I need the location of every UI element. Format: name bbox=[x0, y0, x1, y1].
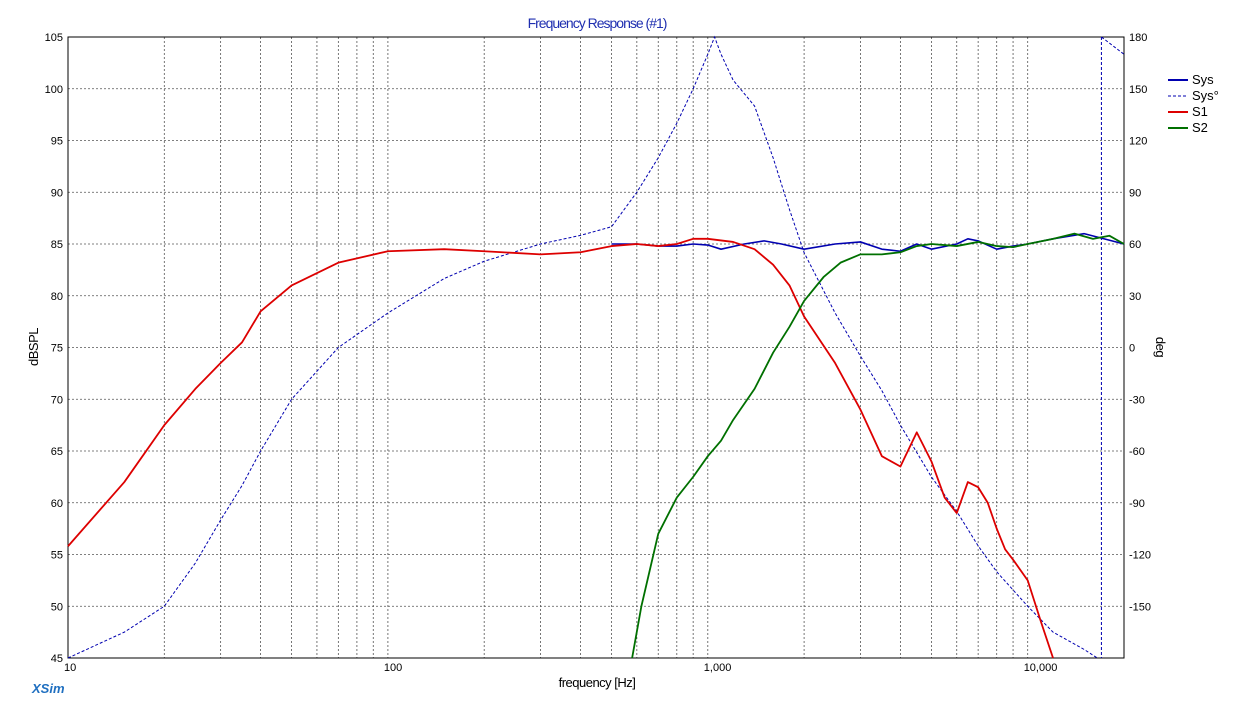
grid-lines bbox=[68, 37, 1124, 658]
y2-tick-label: -90 bbox=[1129, 498, 1145, 510]
y2-tick-label: 30 bbox=[1129, 291, 1141, 303]
y-tick-label: 105 bbox=[45, 32, 63, 44]
series-lines bbox=[67, 35, 1125, 659]
legend-entry: S1 bbox=[1192, 104, 1208, 119]
y2-tick-label: 150 bbox=[1129, 84, 1147, 96]
y-tick-label: 45 bbox=[51, 653, 63, 665]
y2-tick-label: 0 bbox=[1129, 343, 1135, 355]
y2-tick-label: 60 bbox=[1129, 239, 1141, 251]
y-tick-label: 85 bbox=[51, 239, 63, 251]
y-tick-label: 50 bbox=[51, 601, 63, 613]
x-tick-label: 10 bbox=[64, 662, 76, 674]
y2-tick-label: 90 bbox=[1129, 187, 1141, 199]
series-line-s2 bbox=[631, 232, 1125, 659]
legend-entry: Sys° bbox=[1192, 88, 1219, 103]
y2-tick-label: 180 bbox=[1129, 32, 1147, 44]
x-tick-labels: 10 100 1,000 10,000 bbox=[64, 662, 1057, 674]
y2-tick-label: -60 bbox=[1129, 446, 1145, 458]
xsim-logo: XSim bbox=[31, 681, 65, 696]
y-tick-label: 90 bbox=[51, 187, 63, 199]
y-tick-label: 60 bbox=[51, 498, 63, 510]
x-tick-label: 1,000 bbox=[704, 662, 732, 674]
y2-tick-label: -120 bbox=[1129, 550, 1151, 562]
y2-axis-label: deg bbox=[1153, 337, 1168, 357]
y-tick-label: 100 bbox=[45, 84, 63, 96]
y2-tick-label: -150 bbox=[1129, 601, 1151, 613]
y-tick-labels: 105 100 95 90 85 80 75 70 65 60 55 50 45 bbox=[45, 32, 63, 665]
y2-tick-label: 120 bbox=[1129, 136, 1147, 148]
y2-tick-label: -30 bbox=[1129, 394, 1145, 406]
x-tick-label: 10,000 bbox=[1024, 662, 1058, 674]
y2-tick-labels: 180 150 120 90 60 30 0 -30 -60 -90 -120 -150 bbox=[1129, 32, 1151, 613]
y-tick-label: 65 bbox=[51, 446, 63, 458]
x-tick-label: 100 bbox=[384, 662, 402, 674]
y-tick-label: 75 bbox=[51, 343, 63, 355]
x-axis-label: frequency [Hz] bbox=[559, 675, 636, 690]
y-tick-label: 95 bbox=[51, 136, 63, 148]
series-line-s1 bbox=[67, 237, 1054, 659]
y-tick-label: 70 bbox=[51, 394, 63, 406]
y-tick-label: 55 bbox=[51, 550, 63, 562]
series-line-sys-phase bbox=[67, 35, 1098, 659]
y-tick-label: 80 bbox=[51, 291, 63, 303]
chart-title: Frequency Response (#1) bbox=[528, 15, 667, 31]
legend-entry: Sys bbox=[1192, 72, 1214, 87]
plot-frame bbox=[67, 36, 1125, 659]
legend-entry: S2 bbox=[1192, 120, 1208, 135]
y-axis-label: dBSPL bbox=[26, 328, 41, 366]
